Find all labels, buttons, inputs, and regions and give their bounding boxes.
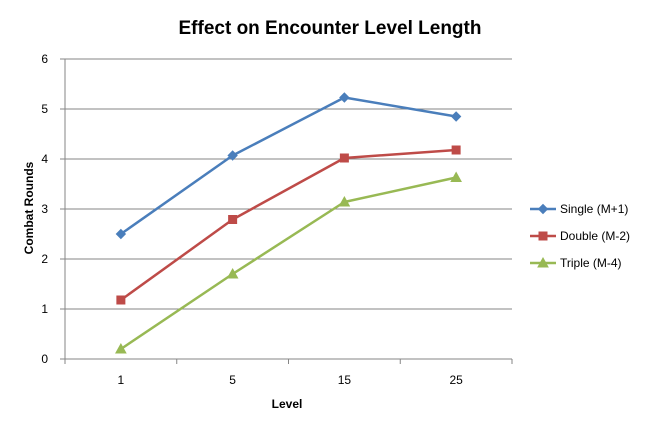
y-tick-label: 6 <box>41 52 48 66</box>
y-tick-label: 1 <box>41 302 48 316</box>
x-tick-label: 15 <box>338 373 352 387</box>
data-point <box>450 171 462 182</box>
series <box>115 92 462 354</box>
series-1 <box>115 92 462 240</box>
y-axis-title: Combat Rounds <box>22 161 36 254</box>
series-2 <box>116 145 461 305</box>
axes <box>60 58 513 364</box>
data-point <box>226 267 239 279</box>
legend-label: Double (M-2) <box>560 229 630 243</box>
data-point <box>115 342 127 354</box>
series-line <box>120 176 457 351</box>
y-tick-label: 3 <box>41 202 48 216</box>
legend-label: Triple (M-4) <box>560 256 622 270</box>
legend-entry: Triple (M-4) <box>530 256 622 270</box>
y-tick-label: 0 <box>41 352 48 366</box>
legend: Single (M+1) Double (M-2) Triple (M-4) <box>530 202 630 270</box>
legend-marker <box>538 231 548 241</box>
series-3 <box>115 171 462 354</box>
legend-marker <box>537 203 549 215</box>
series-line <box>120 148 457 302</box>
x-tick-label: 1 <box>118 373 125 387</box>
y-tick-label: 5 <box>41 102 48 116</box>
legend-label: Single (M+1) <box>560 202 628 216</box>
y-tick-label: 2 <box>41 252 48 266</box>
chart-title: Effect on Encounter Level Length <box>179 18 482 39</box>
x-tick-labels: 1 5 15 25 <box>118 373 464 387</box>
data-point <box>339 153 349 163</box>
data-point <box>227 150 238 161</box>
y-tick-labels: 0 1 2 3 4 5 6 <box>41 52 48 366</box>
legend-entry: Single (M+1) <box>530 202 628 216</box>
data-point <box>450 111 462 122</box>
data-point <box>116 295 126 305</box>
data-point <box>115 228 127 240</box>
data-point <box>228 215 238 224</box>
series-line <box>120 96 457 236</box>
x-tick-label: 25 <box>449 373 463 387</box>
gridlines <box>65 58 512 310</box>
x-axis-title: Level <box>272 397 303 411</box>
y-tick-label: 4 <box>41 152 48 166</box>
data-point <box>451 145 461 155</box>
x-tick-label: 5 <box>229 373 236 387</box>
legend-entry: Double (M-2) <box>530 229 630 243</box>
data-point <box>339 92 350 103</box>
data-point <box>338 195 351 207</box>
legend-marker <box>537 256 549 268</box>
